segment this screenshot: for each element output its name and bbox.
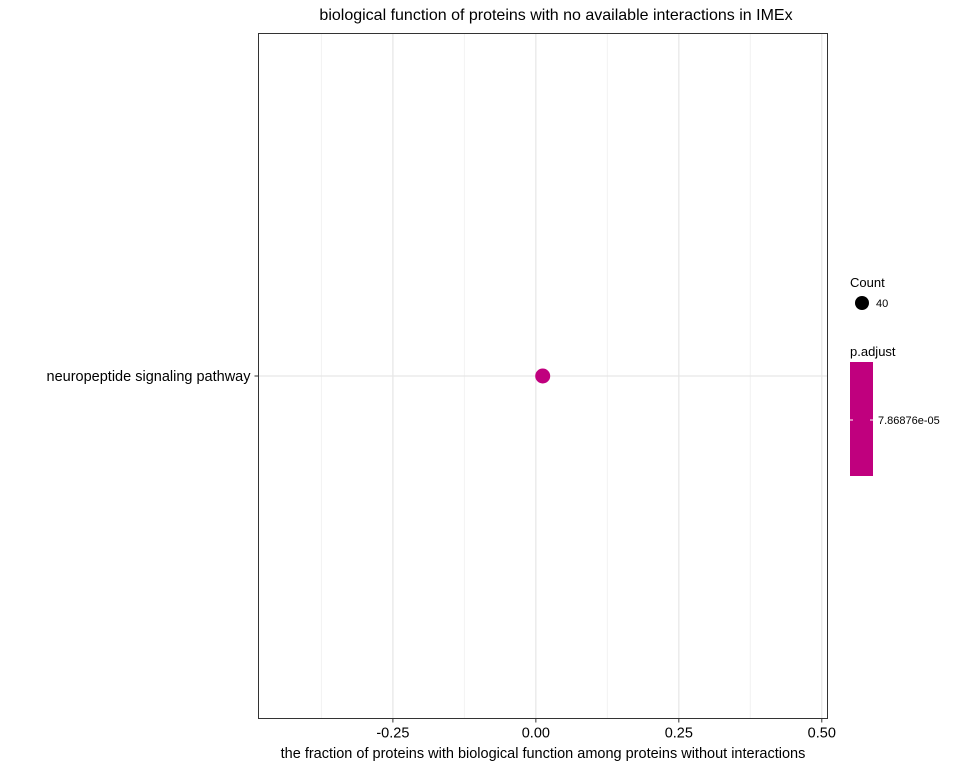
x-axis: -0.25 0.00 0.25 0.50 [376,718,836,742]
y-category-label: neuropeptide signaling pathway [47,369,252,385]
x-axis-title: the fraction of proteins with biological… [281,746,806,762]
legend-count-title: Count [850,275,885,290]
x-tick-label: 0.50 [808,726,836,742]
x-tick-label: 0.00 [522,726,550,742]
x-tick-label: 0.25 [665,726,693,742]
data-point [535,368,551,384]
legend-padjust-colorbar [850,362,873,476]
chart-title: biological function of proteins with no … [319,7,792,24]
legend-count-items: 40 [855,296,888,310]
y-axis: neuropeptide signaling pathway [47,369,259,385]
data-points [535,368,551,384]
legend: Count 40 p.adjust 7.86876e-05 [850,275,940,476]
legend-padjust-label: 7.86876e-05 [878,415,940,427]
x-tick-label: -0.25 [376,726,409,742]
legend-count-label: 40 [876,298,888,310]
legend-padjust-title: p.adjust [850,344,896,359]
legend-count-key [855,296,869,310]
